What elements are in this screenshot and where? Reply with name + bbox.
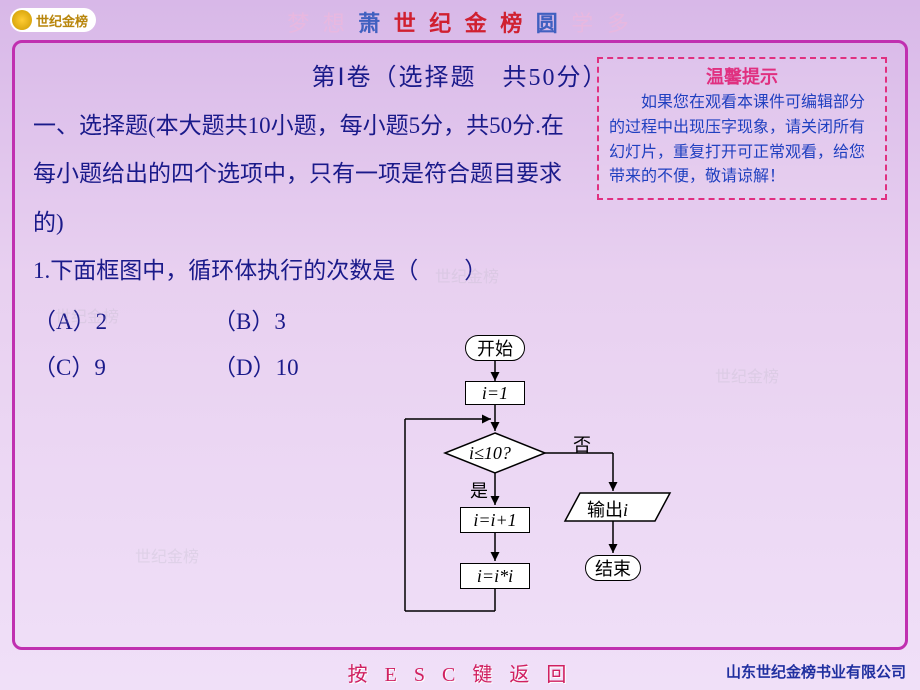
content-frame: 温馨提示 如果您在观看本课件可编辑部分的过程中出现压字现象，请关闭所有幻灯片，重… bbox=[12, 40, 908, 650]
logo-text: 世纪金榜 bbox=[36, 11, 88, 30]
logo-badge: 世纪金榜 bbox=[10, 8, 96, 32]
company-name: 山东世纪金榜书业有限公司 bbox=[726, 661, 906, 682]
flowchart: 开始 i=1 i≤10? 是 否 i=i+1 i=i*i 输出i 结束 bbox=[385, 333, 745, 653]
question-text: 1.下面框图中，循环体执行的次数是（ ） bbox=[33, 247, 887, 295]
option-a: （A）2 bbox=[33, 299, 213, 345]
fc-no: 否 bbox=[573, 431, 591, 457]
logo-icon bbox=[12, 10, 32, 30]
flowchart-svg bbox=[385, 333, 745, 653]
tagline: 梦 想 萧 世 纪 金 榜 圆 学 多 bbox=[287, 6, 633, 38]
fc-yes: 是 bbox=[470, 477, 488, 503]
fc-end: 结束 bbox=[585, 555, 641, 581]
fc-start: 开始 bbox=[465, 335, 525, 361]
top-bar: 世纪金榜 梦 想 萧 世 纪 金 榜 圆 学 多 bbox=[0, 0, 920, 40]
fc-step1: i=i+1 bbox=[460, 507, 530, 533]
esc-hint: 按 E S C 键 返 回 bbox=[348, 658, 573, 687]
watermark: 世纪金榜 bbox=[135, 543, 199, 567]
fc-step2: i=i*i bbox=[460, 563, 530, 589]
tip-title: 温馨提示 bbox=[609, 63, 875, 89]
option-d: （D）10 bbox=[213, 345, 393, 391]
tip-box: 温馨提示 如果您在观看本课件可编辑部分的过程中出现压字现象，请关闭所有幻灯片，重… bbox=[597, 57, 887, 200]
fc-cond: i≤10? bbox=[469, 443, 511, 464]
option-c: （C）9 bbox=[33, 345, 213, 391]
intro-text: 一、选择题(本大题共10小题，每小题5分，共50分.在每小题给出的四个选项中，只… bbox=[33, 102, 573, 247]
fc-output: 输出i bbox=[587, 496, 628, 522]
option-b: （B）3 bbox=[213, 299, 393, 345]
tip-body: 如果您在观看本课件可编辑部分的过程中出现压字现象，请关闭所有幻灯片，重复打开可正… bbox=[609, 91, 875, 190]
fc-init: i=1 bbox=[465, 381, 525, 405]
